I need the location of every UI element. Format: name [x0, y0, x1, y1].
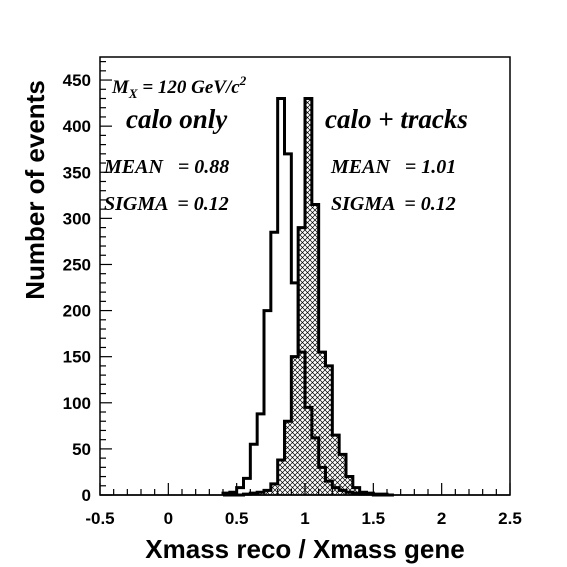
annotations: MX = 120 GeV/c2 calo only calo + tracks … — [103, 73, 468, 215]
bin-bar — [305, 98, 312, 495]
y-tick-label: 100 — [63, 394, 91, 413]
bin-bar — [291, 356, 299, 495]
series-outline — [221, 96, 394, 497]
y-tick-label: 50 — [72, 440, 91, 459]
mass-subscript: X — [128, 86, 138, 101]
left-series-label: calo only — [126, 104, 228, 134]
left-sigma: SIGMA = 0.12 — [104, 193, 229, 215]
bin-bar — [346, 476, 353, 495]
x-axis-title: Xmass reco / Xmass gene — [145, 534, 464, 564]
y-axis-ticks: 0 50 100 150 200 250 300 350 400 450 — [63, 61, 112, 505]
y-tick-label: 450 — [63, 71, 91, 90]
y-axis-title: Number of events — [20, 80, 50, 300]
bin-bar — [311, 204, 319, 495]
bin-bar — [318, 352, 326, 495]
y-tick-label: 350 — [63, 163, 91, 182]
x-tick-label: 0 — [164, 509, 173, 528]
bin-bar — [332, 435, 340, 495]
right-series-label: calo + tracks — [325, 104, 468, 134]
y-tick-label: 200 — [63, 302, 91, 321]
x-tick-label: 0.5 — [225, 509, 249, 528]
right-sigma: SIGMA = 0.12 — [331, 193, 456, 215]
bin-bar — [352, 487, 360, 495]
right-mean: MEAN = 1.01 — [330, 156, 456, 178]
series-outline — [223, 96, 394, 497]
x-tick-label: 1 — [300, 509, 309, 528]
mass-superscript: 2 — [239, 73, 247, 88]
y-tick-label: 400 — [63, 117, 91, 136]
x-tick-label: -0.5 — [85, 509, 114, 528]
x-axis-ticks: -0.5 0 0.5 1 1.5 2 2.5 — [85, 483, 522, 528]
series-outline — [221, 96, 394, 497]
bin-bar — [339, 454, 346, 495]
y-tick-label: 0 — [82, 486, 91, 505]
x-tick-label: 2.5 — [498, 509, 522, 528]
bin-bar — [264, 490, 271, 495]
bin-bar — [277, 459, 285, 495]
y-tick-label: 150 — [63, 348, 91, 367]
y-tick-label: 300 — [63, 209, 91, 228]
left-mean: MEAN = 0.88 — [103, 156, 229, 178]
bin-bar — [298, 227, 305, 495]
mass-annotation: MX = 120 GeV/c2 — [111, 73, 247, 101]
bin-bar — [284, 421, 292, 495]
x-tick-label: 2 — [437, 509, 446, 528]
x-tick-label: 1.5 — [362, 509, 386, 528]
bin-bar — [325, 365, 333, 495]
y-tick-label: 250 — [63, 255, 91, 274]
series-hatched — [223, 96, 394, 497]
mass-value: = 120 GeV/c — [138, 77, 241, 98]
bin-bar — [270, 483, 278, 495]
